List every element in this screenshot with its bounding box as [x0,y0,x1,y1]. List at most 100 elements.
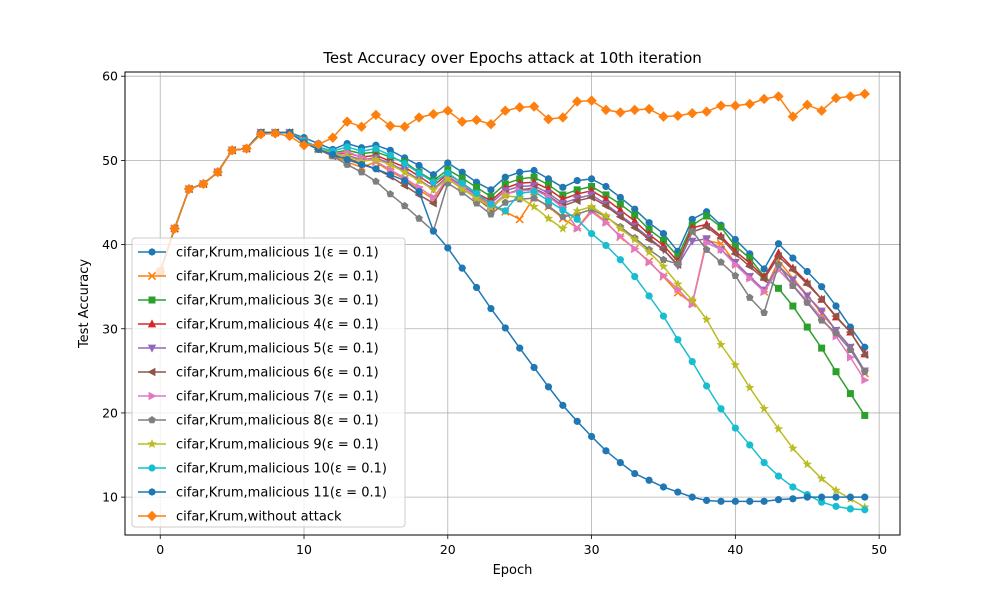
series-9-point [543,213,554,223]
series-11-point [429,227,438,235]
x-tick-label: 50 [871,542,887,557]
legend-item-9: cifar,Krum,malicious 9(ε = 0.1) [138,438,379,453]
series-7-point [760,287,769,296]
legend-series-name: cifar,Krum,without attack [176,510,342,525]
legend-item-5: cifar,Krum,malicious 5(ε = 0.1) [138,342,379,357]
series-12-point [514,102,525,113]
series-8-point [745,293,754,301]
series-11-point [343,155,351,164]
series-10-point [472,189,481,197]
series-10-point [458,179,466,187]
series-8-point [760,308,768,316]
legend-series-name: cifar,Krum,malicious 8( [176,414,327,429]
series-10-point [688,357,696,366]
series-9-point [342,151,352,161]
series-12-point [298,140,310,151]
series-3-point [789,302,797,310]
series-6-point [601,201,610,211]
series-9-point [443,173,453,183]
series-11-point [587,432,596,441]
series-7-point [861,375,870,385]
series-1-point [803,267,811,276]
y-tick-label: 40 [102,237,118,252]
series-11-point [746,497,754,505]
series-11-point [818,493,826,501]
y-tick-label: 50 [102,153,118,168]
series-11-point [415,187,423,196]
series-9-point [371,154,381,164]
series-8-point [731,271,740,279]
legend-series-name: cifar,Krum,malicious 11( [176,486,335,501]
series-10-point [530,187,538,196]
series-11-point [501,324,509,332]
series-4-point [630,216,639,225]
series-12-point [327,132,338,143]
series-12-point [787,111,799,122]
series-11-point [731,497,739,505]
series-11-point [861,493,869,501]
series-1-point [573,176,581,185]
series-11-point [516,344,524,352]
legend-series-name: cifar,Krum,malicious 2( [176,270,327,285]
legend-box [131,237,406,528]
legend-epsilon: ε = 0.1) [327,246,379,261]
series-6-point [759,274,768,284]
series-3-point [832,368,840,376]
series-12-point [528,101,540,112]
series-7-point [717,245,726,254]
legend-label: cifar,Krum,malicious 4(ε = 0.1) [176,318,379,333]
series-9-point [572,205,582,215]
series-12-point [615,107,626,118]
series-1-point [832,302,840,310]
series-8-point [860,367,869,375]
legend-item-2: cifar,Krum,malicious 2(ε = 0.1) [138,270,379,285]
series-12-point [385,120,396,132]
series-9-point [514,192,525,202]
series-1-point [544,175,553,183]
legend-label: cifar,Krum,malicious 8(ε = 0.1) [176,414,379,429]
series-12-point [471,114,482,126]
series-11-point [487,304,495,313]
legend-label: cifar,Krum,malicious 2(ε = 0.1) [176,270,379,285]
series-11-point [789,495,797,503]
series-12-point [572,96,583,107]
series-7-point [602,218,611,227]
series-1-point [818,283,826,291]
series-10-point [501,207,509,215]
series-8-point [803,298,812,306]
series-12-point [773,91,784,102]
series-3-point [731,242,739,250]
series-3-point [616,200,624,208]
legend-epsilon: ε = 0.1) [327,390,379,405]
series-1-point [688,215,696,223]
series-8-point [688,227,697,235]
series-10-point [659,312,668,320]
series-11-point [386,171,394,179]
series-3-point [458,174,466,182]
series-6-point [716,233,725,243]
y-tick-label: 30 [102,321,118,336]
series-1-point [501,173,509,181]
series-6-point [802,279,811,289]
legend-epsilon: ε = 0.1) [335,462,387,477]
x-tick-label: 10 [296,542,312,557]
series-1-point [602,182,610,191]
series-8-point [501,198,510,206]
series-11-point [573,417,581,425]
series-10-point [717,405,725,413]
series-9-point [730,359,741,369]
series-12-point [830,92,842,104]
series-3-point [645,225,653,233]
legend-item-1: cifar,Krum,malicious 1(ε = 0.1) [138,246,379,261]
legend: cifar,Krum,malicious 1(ε = 0.1) cifar,Kru… [131,237,406,528]
series-12-point [701,106,712,117]
series-12-point [226,145,238,156]
series-11-point [544,383,553,391]
series-6-point [658,245,667,254]
series-11-point [631,469,639,478]
plot-area [155,88,870,514]
series-9-point [816,473,827,483]
x-tick-label: 40 [727,542,743,557]
legend-label: cifar,Krum,malicious 11(ε = 0.1) [176,486,387,501]
legend-series-name: cifar,Krum,malicious 4( [176,318,327,333]
